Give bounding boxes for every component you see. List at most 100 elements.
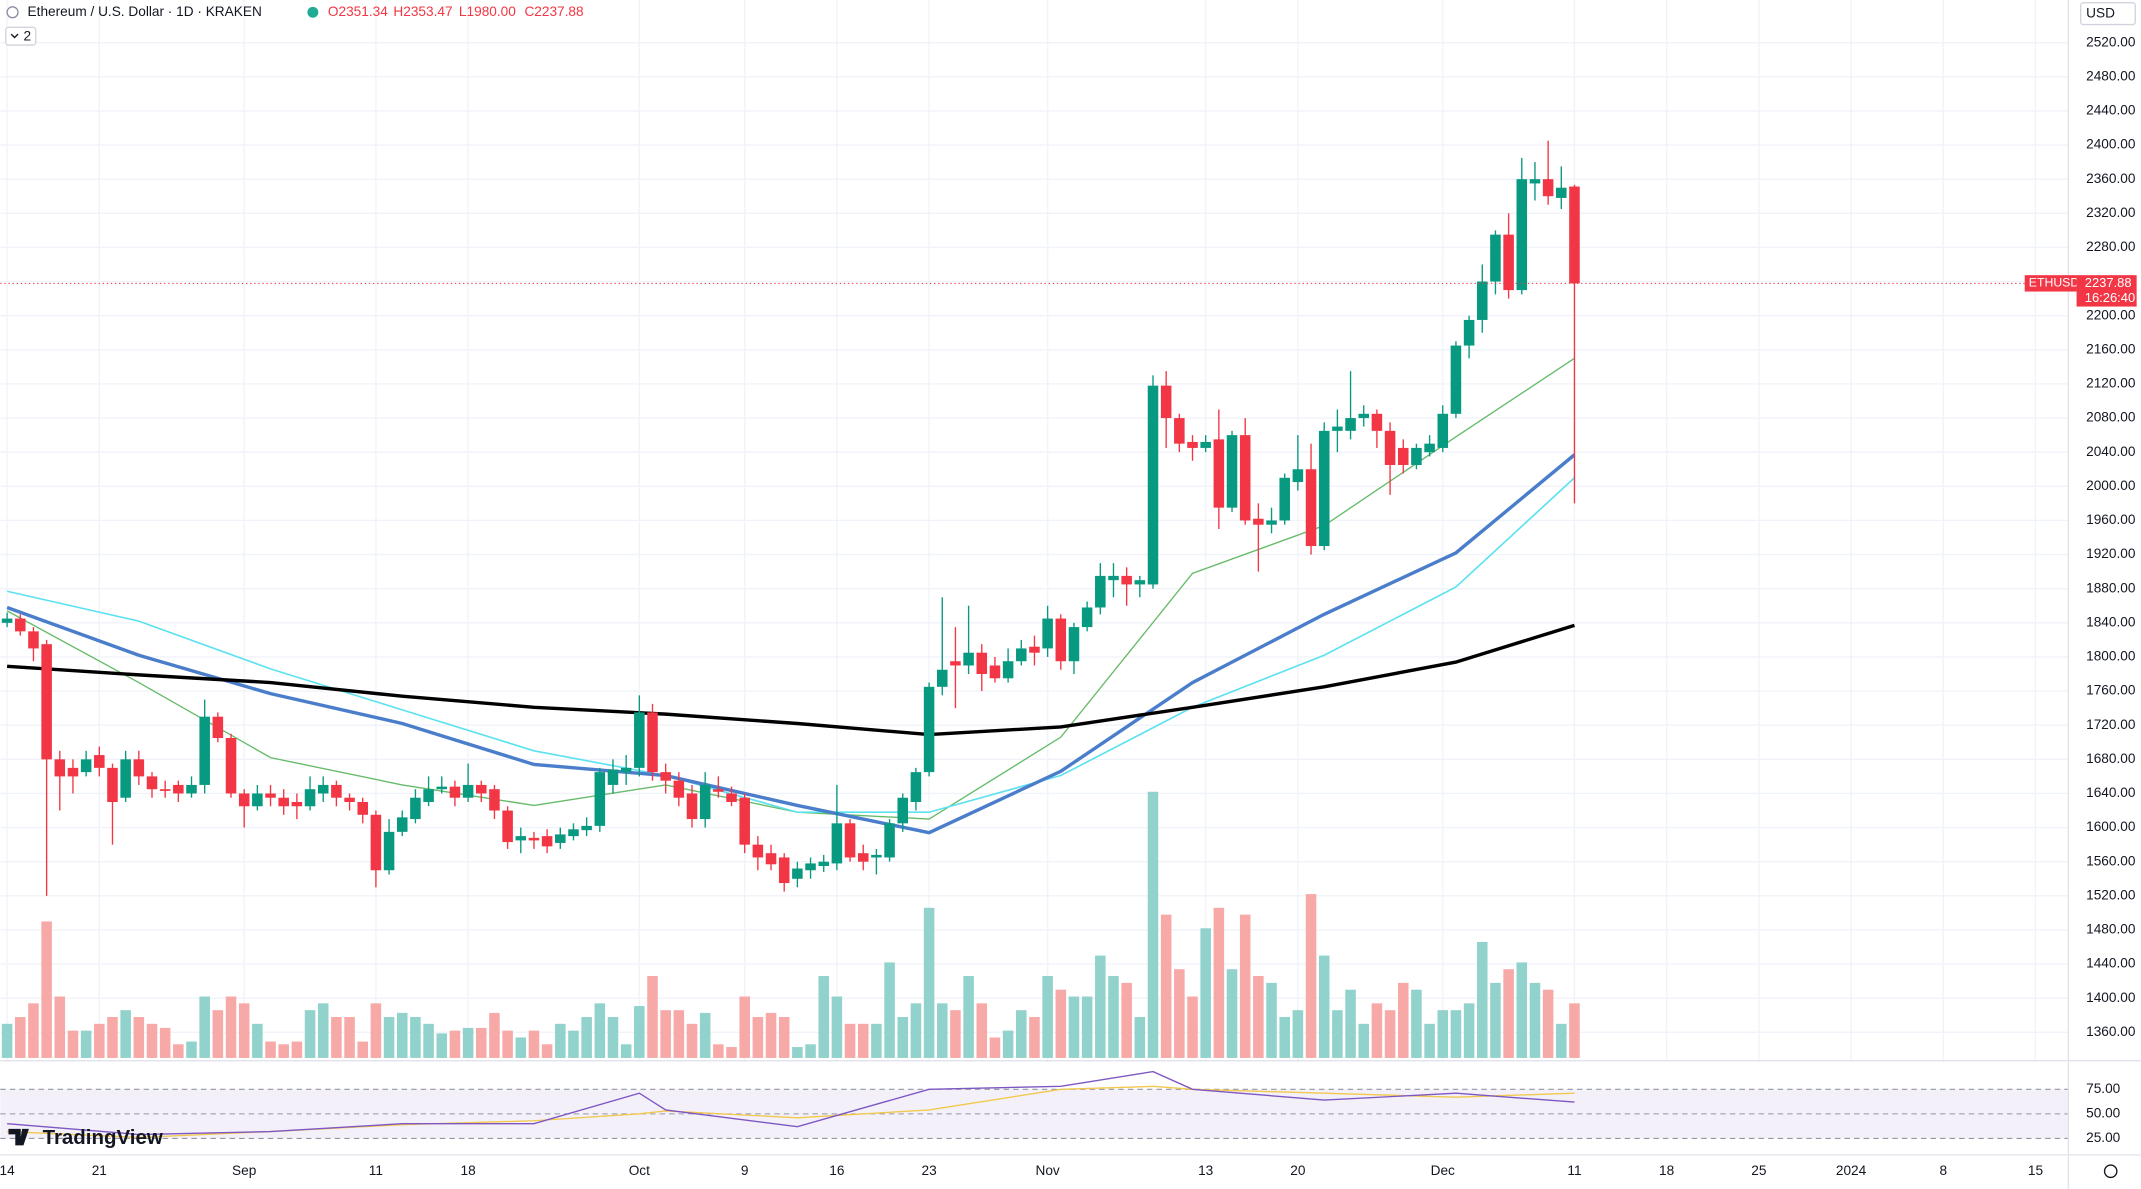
y-tick-label: 1680.00	[2086, 751, 2136, 766]
candle-body	[304, 789, 316, 807]
volume-bar	[436, 1033, 448, 1058]
volume-bar	[107, 1016, 118, 1058]
candle-body	[726, 793, 737, 802]
indicator-toggle[interactable]	[5, 26, 37, 46]
volume-bar	[818, 976, 829, 1058]
candle-body	[1516, 179, 1528, 291]
x-tick-label: 20	[1290, 1163, 1306, 1178]
candle-body	[528, 837, 540, 841]
volume-bar	[989, 1037, 1001, 1058]
y-tick-label: 1640.00	[2086, 785, 2136, 800]
candle-body	[1371, 413, 1383, 431]
volume-bar	[1424, 1023, 1435, 1058]
candle-body	[1490, 234, 1501, 282]
volume-bar	[1371, 1003, 1383, 1058]
candle-body	[238, 793, 250, 807]
countdown: 16:26:40	[2085, 290, 2135, 305]
volume-bar	[528, 1030, 540, 1058]
symbol-icon	[6, 6, 19, 19]
volume-bar	[304, 1010, 316, 1058]
volume-bar	[199, 996, 210, 1058]
volume-bar	[423, 1023, 434, 1058]
x-tick-label: 9	[741, 1163, 749, 1178]
candle-body	[1121, 575, 1132, 585]
x-tick-label: 21	[92, 1163, 107, 1178]
candle-body	[1253, 518, 1264, 525]
candle-body	[792, 868, 803, 879]
moving-average	[6, 453, 1576, 835]
candle-body	[186, 784, 197, 794]
volume-bar	[515, 1037, 527, 1058]
candle-body	[1147, 385, 1159, 585]
currency-button[interactable]	[2079, 2, 2136, 26]
y-tick-label: 2280.00	[2086, 239, 2136, 254]
candle-body	[1002, 661, 1014, 679]
rsi-tick-label: 25.00	[2086, 1130, 2121, 1145]
y-tick-label: 1960.00	[2086, 512, 2136, 527]
volume-bar	[660, 1010, 671, 1058]
indicator-count: 2	[23, 28, 31, 43]
y-tick-label: 1440.00	[2086, 956, 2136, 971]
candle-body	[146, 776, 158, 790]
currency: USD	[2086, 5, 2115, 20]
volume-bar	[1029, 1016, 1040, 1058]
volume-bar	[1108, 976, 1119, 1058]
volume-bar	[396, 1012, 408, 1058]
y-tick-label: 2040.00	[2086, 444, 2136, 459]
volume-bar	[1095, 955, 1106, 1058]
y-tick-label: 1720.00	[2086, 717, 2136, 732]
candle-body	[370, 814, 382, 871]
x-tick-label: 23	[921, 1163, 936, 1178]
volume-bar	[238, 1003, 250, 1058]
candle-body	[897, 797, 909, 824]
candle-body	[765, 853, 777, 865]
rsi	[0, 1070, 2069, 1139]
candle-body	[871, 854, 882, 858]
y-tick-label: 2360.00	[2086, 171, 2136, 186]
volume-bar	[41, 921, 52, 1058]
candle-body	[910, 772, 922, 802]
volume-bar	[1200, 928, 1211, 1058]
candle-body	[1029, 646, 1040, 653]
settings-icon[interactable]	[2103, 1164, 2118, 1179]
volume-bar	[357, 1041, 368, 1058]
symbol-tag-label: ETHUSD	[2029, 276, 2080, 290]
x-tick-label: 8	[1939, 1163, 1947, 1178]
volume-bar	[212, 1010, 224, 1058]
volume-bar	[159, 1027, 171, 1058]
volume-bar	[594, 1003, 606, 1058]
candle-body	[1081, 607, 1093, 628]
volume-pane	[1, 791, 1580, 1058]
volume-bar	[146, 1023, 158, 1058]
x-tick-label: Nov	[1035, 1163, 1059, 1178]
chevron	[10, 33, 19, 39]
candle-body	[291, 801, 303, 807]
volume-bar	[476, 1027, 487, 1058]
volume-bar	[1503, 969, 1514, 1058]
volume-bar	[1450, 1010, 1462, 1058]
x-tick-label: Oct	[629, 1163, 650, 1178]
volume-bar	[370, 1003, 382, 1058]
candle-body	[1292, 469, 1304, 483]
candle-body	[1055, 618, 1067, 662]
volume-bar	[568, 1030, 579, 1058]
volume-bar	[1490, 982, 1501, 1058]
volume-bar	[1279, 1016, 1290, 1058]
volume-bar	[344, 1016, 355, 1058]
candle-body	[54, 759, 66, 777]
candle-body	[1556, 187, 1567, 198]
ohlc: O2351.34 H2353.47 L1980.00 C2237.88	[328, 4, 584, 19]
volume-bar	[1081, 996, 1093, 1058]
price-tag	[2076, 275, 2137, 307]
candle-body	[28, 631, 39, 649]
candle-body	[1200, 441, 1211, 448]
candle-body	[265, 793, 276, 798]
candle-body	[594, 772, 606, 826]
volume-bar	[489, 1012, 500, 1058]
volume-bar	[186, 1041, 197, 1058]
volume-bar	[1055, 989, 1067, 1058]
candle-body	[1016, 648, 1027, 662]
